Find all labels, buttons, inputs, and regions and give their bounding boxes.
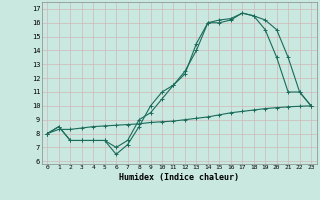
X-axis label: Humidex (Indice chaleur): Humidex (Indice chaleur) (119, 173, 239, 182)
